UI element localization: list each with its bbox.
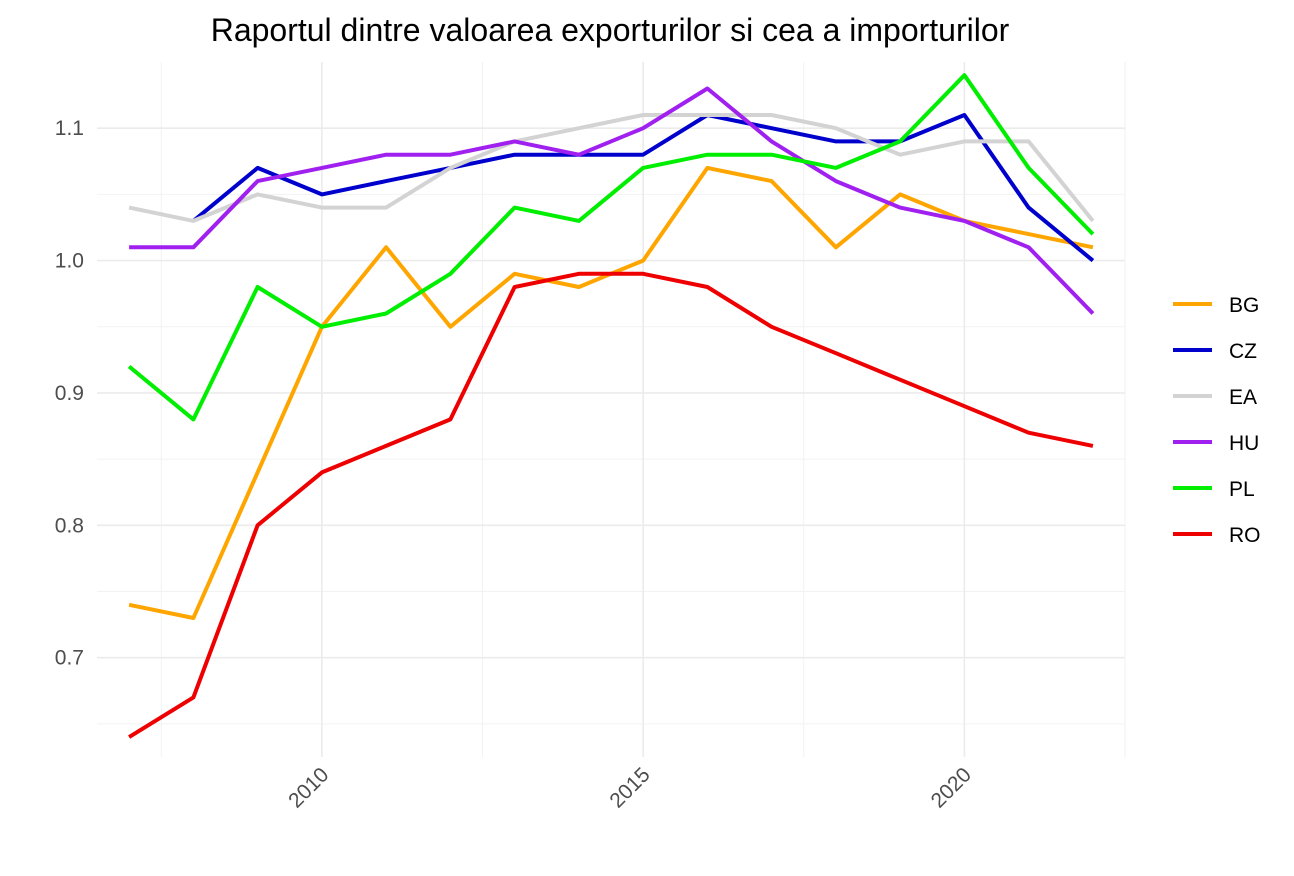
series-line-hu [129,86,1095,315]
legend-label: RO [1229,524,1261,547]
legend-item-ro: RO [1173,524,1261,547]
legend: BG CZ EA HU PL RO [1173,294,1261,547]
legend-item-cz: CZ [1173,340,1257,363]
legend-label: EA [1229,386,1257,409]
legend-label: CZ [1229,340,1257,363]
legend-label: HU [1229,432,1259,455]
y-tick-label: 1.1 [55,117,84,140]
y-tick-label: 0.9 [55,382,84,405]
series-line-ro [128,271,1094,739]
x-tick-label: 2010 [284,763,333,812]
legend-item-ea: EA [1173,386,1257,409]
legend-item-pl: PL [1173,478,1255,501]
legend-label: BG [1229,294,1259,317]
series-line-cz [192,113,1095,263]
chart-title: Raportul dintre valoarea exporturilor si… [211,12,1010,48]
x-tick-label: 2020 [927,763,976,812]
series-line-pl [127,73,1095,422]
legend-item-bg: BG [1173,294,1259,317]
series-lines [127,73,1095,739]
y-tick-label: 0.7 [55,647,84,670]
x-tick-label: 2015 [605,763,654,812]
series-line-ea [128,113,1095,223]
legend-label: PL [1229,478,1255,501]
y-tick-label: 1.0 [55,250,84,273]
y-tick-label: 0.8 [55,514,84,537]
legend-item-hu: HU [1173,432,1259,455]
